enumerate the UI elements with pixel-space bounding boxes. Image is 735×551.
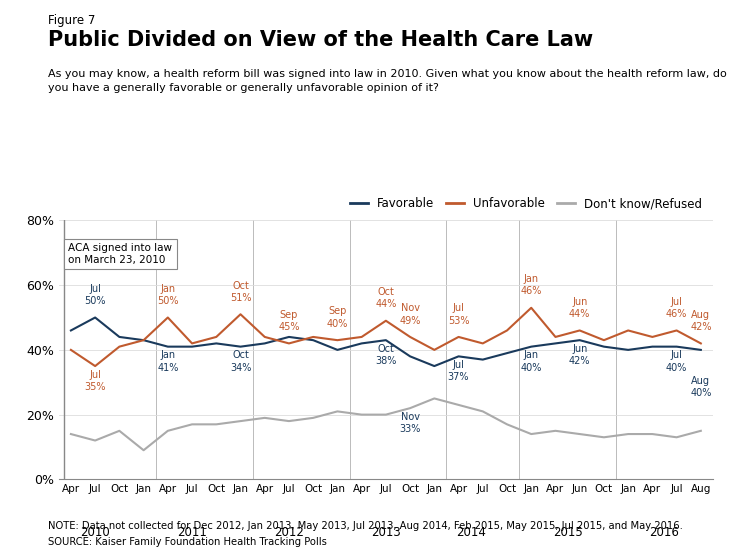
- Text: Sep
45%: Sep 45%: [279, 310, 300, 332]
- Text: SOURCE: Kaiser Family Foundation Health Tracking Polls: SOURCE: Kaiser Family Foundation Health …: [48, 537, 326, 547]
- Text: Jan
40%: Jan 40%: [520, 350, 542, 372]
- Text: Jan
46%: Jan 46%: [520, 274, 542, 296]
- Text: Public Divided on View of the Health Care Law: Public Divided on View of the Health Car…: [48, 30, 593, 50]
- Text: Jun
44%: Jun 44%: [569, 297, 590, 319]
- Text: Jan
41%: Jan 41%: [157, 350, 179, 372]
- Text: 2014: 2014: [456, 526, 486, 539]
- Text: Aug
40%: Aug 40%: [690, 376, 711, 398]
- Text: Jul
50%: Jul 50%: [85, 284, 106, 306]
- Text: Oct
44%: Oct 44%: [375, 287, 397, 310]
- Text: Oct
34%: Oct 34%: [230, 350, 251, 372]
- Text: Jan
50%: Jan 50%: [157, 284, 179, 306]
- Text: Jul
40%: Jul 40%: [666, 350, 687, 372]
- Text: NOTE: Data not collected for Dec 2012, Jan 2013, May 2013, Jul 2013, Aug 2014, F: NOTE: Data not collected for Dec 2012, J…: [48, 521, 683, 531]
- Text: Nov
33%: Nov 33%: [399, 412, 421, 434]
- Text: 2010: 2010: [80, 526, 110, 539]
- Text: Sep
40%: Sep 40%: [327, 306, 348, 329]
- Text: 2013: 2013: [371, 526, 401, 539]
- Text: 2016: 2016: [650, 526, 679, 539]
- Text: ACA signed into law
on March 23, 2010: ACA signed into law on March 23, 2010: [68, 243, 173, 264]
- Text: 2012: 2012: [274, 526, 304, 539]
- Text: Jul
53%: Jul 53%: [448, 303, 470, 326]
- Text: Oct
38%: Oct 38%: [375, 344, 397, 366]
- Text: As you may know, a health reform bill was signed into law in 2010. Given what yo: As you may know, a health reform bill wa…: [48, 69, 726, 93]
- Text: Oct
51%: Oct 51%: [230, 280, 251, 303]
- Text: Jul
46%: Jul 46%: [666, 297, 687, 319]
- Text: Figure 7: Figure 7: [48, 14, 95, 27]
- Text: 2015: 2015: [553, 526, 582, 539]
- Text: 2011: 2011: [177, 526, 207, 539]
- Text: Jul
37%: Jul 37%: [448, 360, 470, 382]
- Text: Aug
42%: Aug 42%: [690, 310, 711, 332]
- Legend: Favorable, Unfavorable, Don't know/Refused: Favorable, Unfavorable, Don't know/Refus…: [345, 193, 707, 215]
- Text: Jul
35%: Jul 35%: [85, 370, 106, 392]
- Text: Nov
49%: Nov 49%: [399, 303, 421, 326]
- Text: Jun
42%: Jun 42%: [569, 344, 590, 366]
